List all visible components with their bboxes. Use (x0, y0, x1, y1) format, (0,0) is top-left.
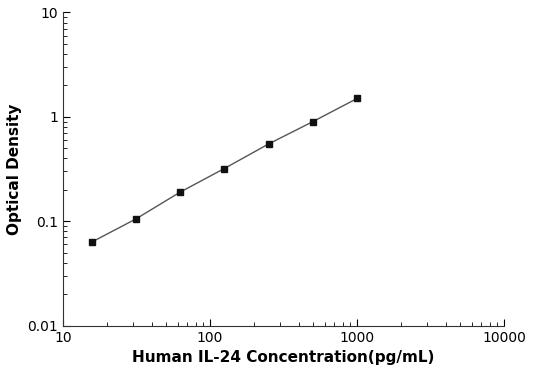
Y-axis label: Optical Density: Optical Density (7, 103, 22, 235)
X-axis label: Human IL-24 Concentration(pg/mL): Human IL-24 Concentration(pg/mL) (132, 350, 435, 365)
